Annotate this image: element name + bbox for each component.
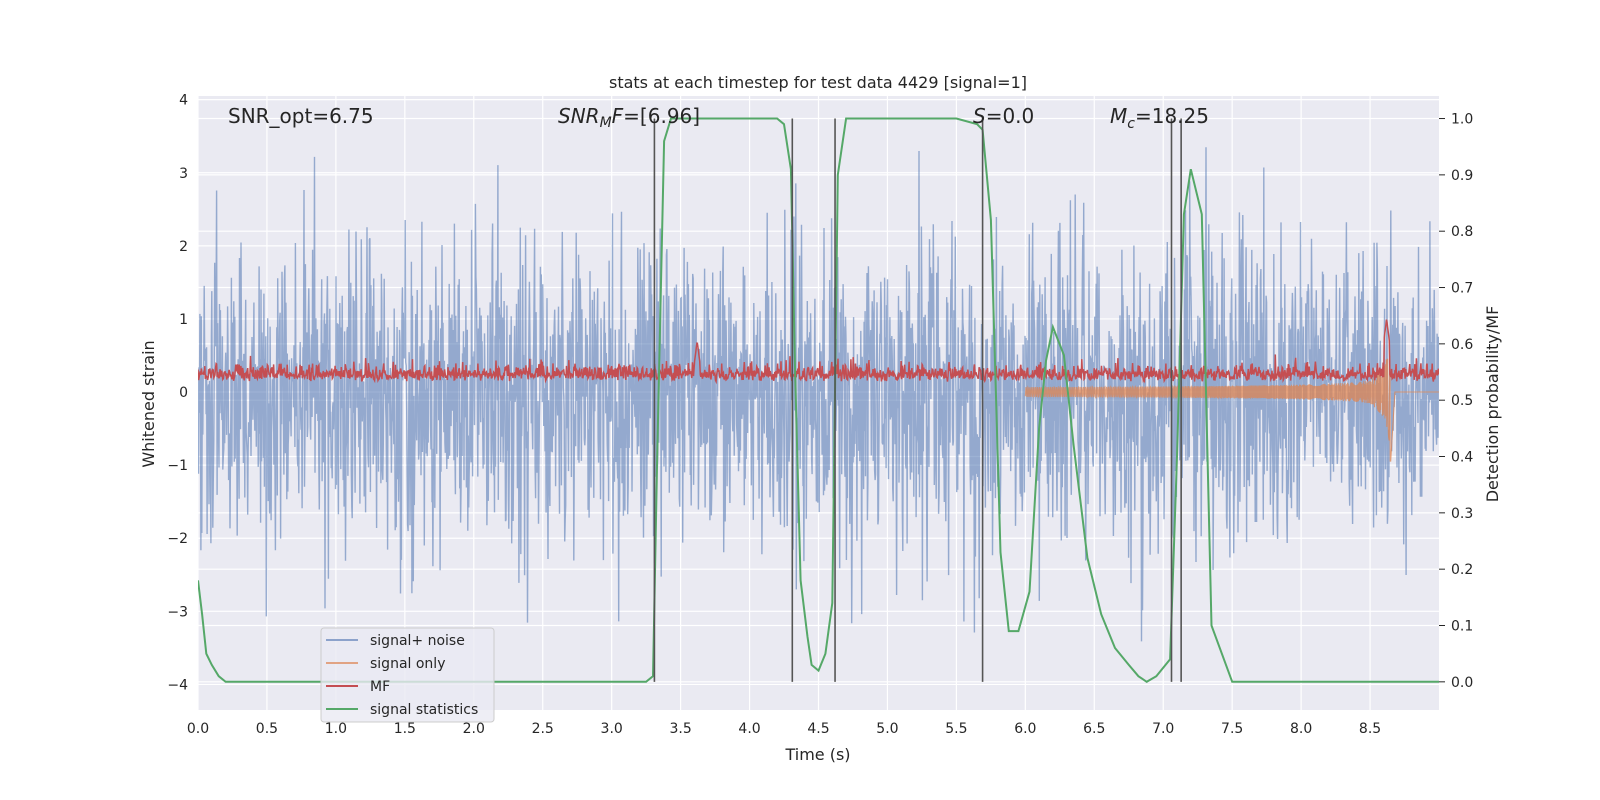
legend: signal+ noise signal only MF signal statist… [320, 627, 495, 723]
legend-box [320, 627, 495, 723]
x-tick-label: 0.5 [256, 721, 278, 737]
x-tick-label: 1.0 [325, 721, 347, 737]
annotation-s: S=0.0 [973, 104, 1034, 128]
vertical-markers [653, 118, 1182, 682]
y2-tick-label: 0.4 [1451, 450, 1473, 466]
y-tick-label: −3 [167, 604, 188, 620]
x-tick-label: 2.5 [532, 721, 554, 737]
x-tick-label: 6.0 [1014, 721, 1036, 737]
x-tick-label: 5.0 [876, 721, 898, 737]
x-tick-label: 5.5 [945, 721, 967, 737]
y-tick-label: 0 [179, 385, 188, 401]
x-tick-label: 3.0 [601, 721, 623, 737]
series-signal-noise-line [198, 147, 1439, 642]
plot-area [198, 117, 1439, 683]
y2-axis-ticks: 1.0 0.9 0.8 0.7 0.6 0.5 0.4 0.3 0.2 0.1 0.0 [1439, 112, 1473, 691]
y2-tick-label: 0.2 [1451, 562, 1473, 578]
series-mf-line [198, 319, 1439, 385]
y2-tick-label: 1.0 [1451, 112, 1473, 128]
y-axis-label: Whitened strain [139, 340, 158, 467]
y2-tick-label: 0.6 [1451, 337, 1473, 353]
y2-axis-label: Detection probability/MF [1483, 306, 1502, 503]
legend-label: signal only [370, 656, 445, 672]
series-signal-statistics-line [198, 117, 1439, 683]
x-tick-label: 0.0 [187, 721, 209, 737]
y-tick-label: 3 [179, 166, 188, 182]
y-tick-label: 4 [179, 93, 188, 109]
legend-label: signal+ noise [370, 633, 465, 649]
legend-label: signal statistics [370, 702, 478, 718]
y-tick-label: −1 [167, 458, 188, 474]
series-signal-only-line [1024, 355, 1439, 462]
x-tick-label: 2.0 [463, 721, 485, 737]
x-tick-label: 8.0 [1290, 721, 1312, 737]
y2-tick-label: 0.0 [1451, 675, 1473, 691]
y-axis-ticks: 4 3 2 1 0 −1 −2 −3 −4 [167, 93, 188, 694]
x-tick-label: 4.0 [738, 721, 760, 737]
x-tick-label: 7.5 [1221, 721, 1243, 737]
x-axis-label: Time (s) [784, 745, 850, 764]
y2-tick-label: 0.5 [1451, 393, 1473, 409]
y2-tick-label: 0.7 [1451, 281, 1473, 297]
y-tick-label: −2 [167, 531, 188, 547]
y-tick-label: 1 [179, 312, 188, 328]
x-tick-label: 8.5 [1359, 721, 1381, 737]
y2-tick-label: 0.3 [1451, 506, 1473, 522]
chart-title: stats at each timestep for test data 442… [609, 73, 1027, 92]
y2-tick-label: 0.9 [1451, 168, 1473, 184]
annotation-snr-opt: SNR_opt=6.75 [228, 104, 374, 128]
x-tick-label: 1.5 [394, 721, 416, 737]
x-tick-label: 7.0 [1152, 721, 1174, 737]
y2-tick-label: 0.8 [1451, 224, 1473, 240]
annotation-snr-mf: SNRMF=[6.96] [558, 104, 700, 131]
x-tick-label: 6.5 [1083, 721, 1105, 737]
legend-label: MF [370, 679, 390, 695]
y-tick-label: 2 [179, 239, 188, 255]
x-tick-label: 3.5 [669, 721, 691, 737]
annotation-mc: Mc=18.25 [1110, 104, 1209, 132]
x-axis-ticks: 0.0 0.5 1.0 1.5 2.0 2.5 3.0 3.5 4.0 4.5 5.0 5.5 6.0 6… [187, 721, 1381, 737]
y-tick-label: −4 [167, 677, 188, 693]
y2-tick-label: 0.1 [1451, 619, 1473, 635]
x-tick-label: 4.5 [807, 721, 829, 737]
